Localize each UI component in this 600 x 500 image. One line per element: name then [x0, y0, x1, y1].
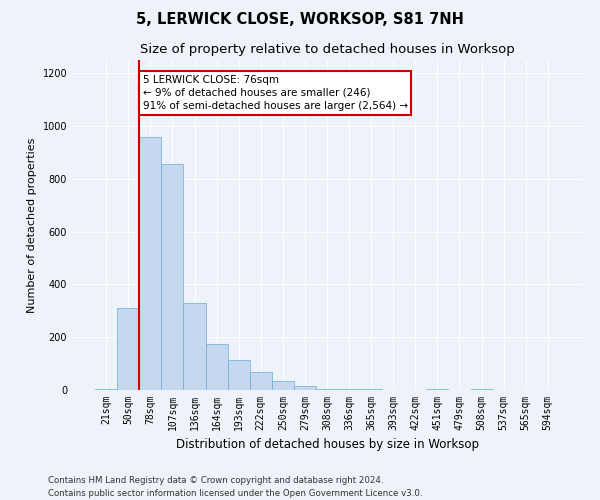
X-axis label: Distribution of detached houses by size in Worksop: Distribution of detached houses by size …: [176, 438, 479, 452]
Bar: [250, 372, 272, 390]
Text: 5 LERWICK CLOSE: 76sqm
← 9% of detached houses are smaller (246)
91% of semi-det: 5 LERWICK CLOSE: 76sqm ← 9% of detached …: [143, 74, 408, 111]
Y-axis label: Number of detached properties: Number of detached properties: [27, 138, 37, 312]
Bar: [227, 360, 250, 390]
Bar: [360, 388, 382, 390]
Bar: [338, 388, 360, 390]
Bar: [95, 388, 117, 390]
Bar: [470, 388, 493, 390]
Bar: [139, 136, 161, 390]
Bar: [184, 303, 206, 390]
Text: 5, LERWICK CLOSE, WORKSOP, S81 7NH: 5, LERWICK CLOSE, WORKSOP, S81 7NH: [136, 12, 464, 28]
Bar: [427, 388, 448, 390]
Text: Contains HM Land Registry data © Crown copyright and database right 2024.
Contai: Contains HM Land Registry data © Crown c…: [48, 476, 422, 498]
Bar: [206, 344, 227, 390]
Bar: [272, 381, 294, 390]
Bar: [294, 386, 316, 390]
Bar: [161, 164, 184, 390]
Title: Size of property relative to detached houses in Worksop: Size of property relative to detached ho…: [140, 43, 514, 56]
Bar: [316, 388, 338, 390]
Bar: [117, 308, 139, 390]
